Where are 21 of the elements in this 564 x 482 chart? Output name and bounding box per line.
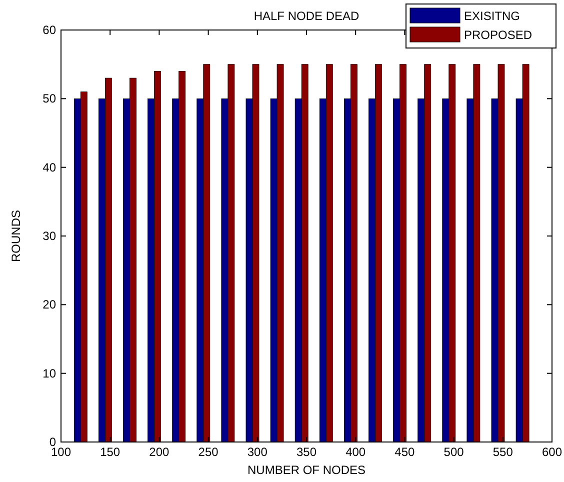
x-tick-label: 250 — [198, 445, 219, 459]
y-tick-label: 10 — [42, 366, 56, 380]
y-tick-label: 30 — [42, 229, 56, 243]
x-tick-label: 600 — [542, 445, 562, 459]
chart-title: HALF NODE DEAD — [254, 9, 360, 23]
x-tick-label: 300 — [247, 445, 268, 459]
y-tick-label: 50 — [42, 92, 56, 106]
x-tick-label: 200 — [149, 445, 170, 459]
x-tick-label: 550 — [492, 445, 514, 459]
x-axis-title: NUMBER OF NODES — [247, 463, 366, 477]
x-tick-label: 150 — [100, 445, 120, 459]
y-tick-label: 60 — [42, 23, 56, 37]
x-tick-label: 500 — [444, 445, 464, 459]
x-tick-label: 450 — [394, 445, 416, 459]
legend-label: PROPOSED — [464, 28, 532, 42]
y-axis-title: ROUNDS — [9, 210, 23, 262]
x-tick-label: 350 — [296, 445, 317, 459]
legend-label: EXISITNG — [464, 9, 520, 23]
y-tick-label: 40 — [42, 160, 56, 174]
x-tick-label: 400 — [346, 445, 366, 459]
y-tick-label: 20 — [42, 298, 56, 312]
